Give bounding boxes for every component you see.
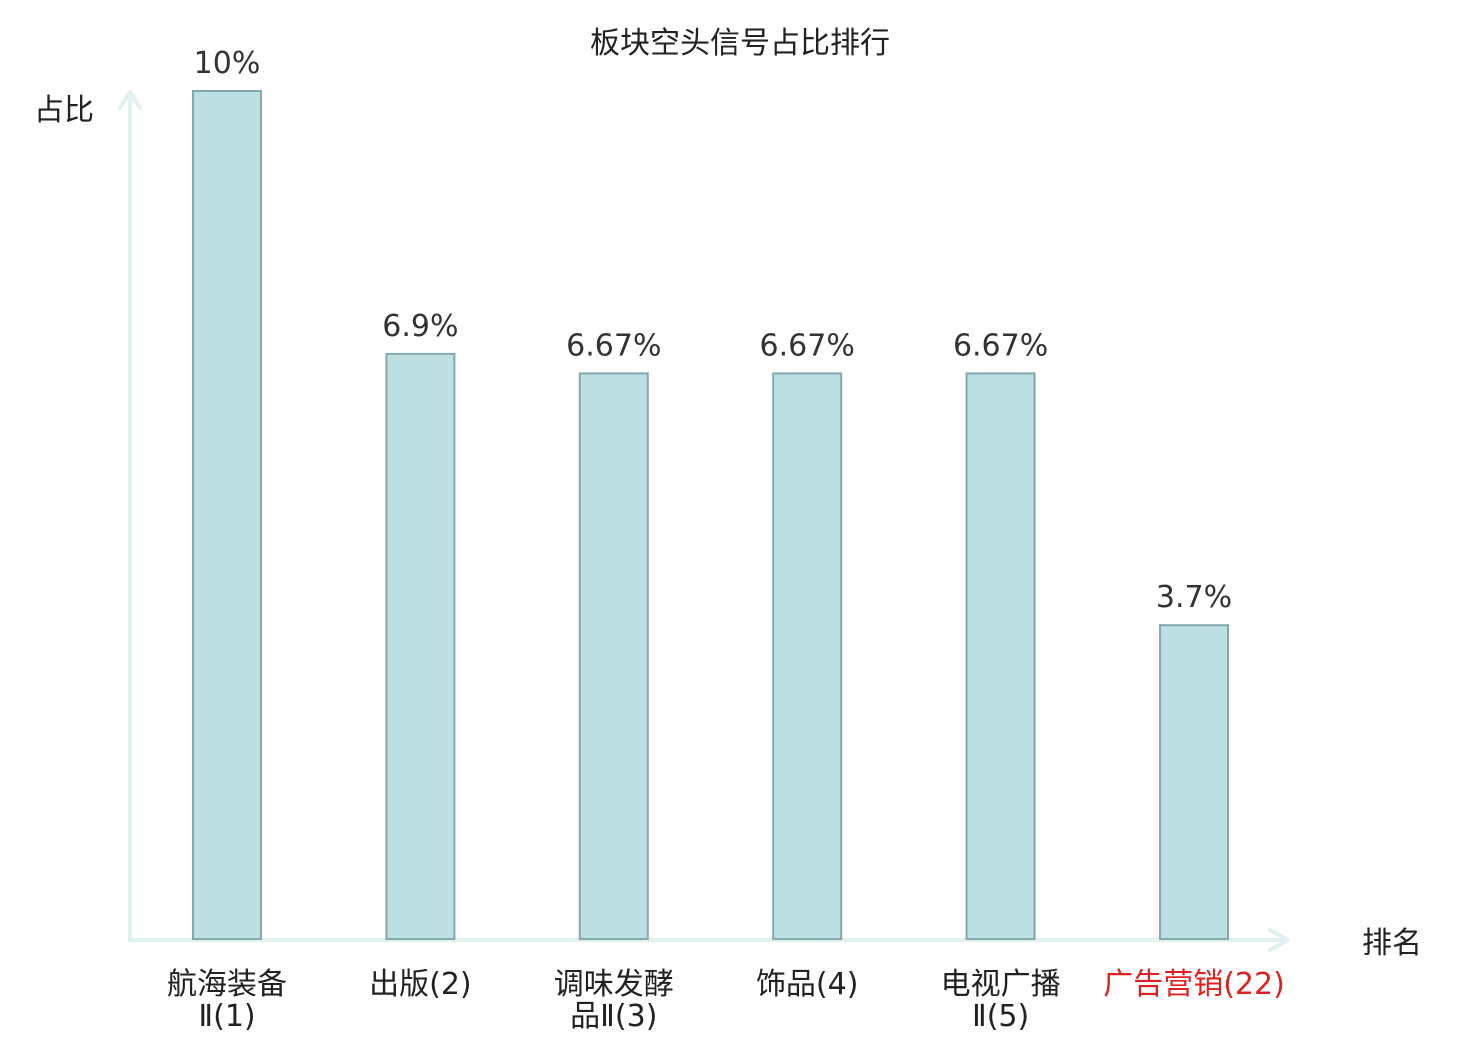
value-label: 6.9% <box>382 309 458 344</box>
category-label: 出版(2) <box>369 967 472 1002</box>
category-label: 电视广播 <box>941 967 1061 1002</box>
y-axis-arrow <box>118 90 142 110</box>
category-label: Ⅱ(5) <box>972 999 1029 1034</box>
x-axis-arrow <box>1268 928 1290 952</box>
value-label: 6.67% <box>566 328 661 363</box>
category-label: 广告营销(22) <box>1103 967 1285 1002</box>
y-axis-label: 占比 <box>34 93 94 128</box>
bar-group <box>192 90 1229 940</box>
value-label-group: 10% 6.9% 6.67% 6.67% 6.67% 3.7% <box>194 46 1232 615</box>
category-label: 饰品(4) <box>756 967 859 1002</box>
bar <box>385 352 456 940</box>
category-label: 品Ⅱ(3) <box>570 999 657 1034</box>
x-axis-label: 排名 <box>1362 926 1422 961</box>
bar <box>578 372 649 940</box>
bar <box>965 372 1036 940</box>
bar <box>192 90 262 940</box>
bar <box>772 372 843 940</box>
chart-axes <box>118 90 1290 952</box>
bar <box>1159 624 1229 940</box>
chart-title: 板块空头信号占比排行 <box>590 26 890 61</box>
value-label: 10% <box>194 46 261 81</box>
category-label: 航海装备 <box>167 967 287 1002</box>
category-label: 调味发酵 <box>554 967 674 1002</box>
value-label: 6.67% <box>760 328 855 363</box>
category-label: Ⅱ(1) <box>198 999 255 1034</box>
value-label: 6.67% <box>953 328 1048 363</box>
value-label: 3.7% <box>1156 580 1232 615</box>
